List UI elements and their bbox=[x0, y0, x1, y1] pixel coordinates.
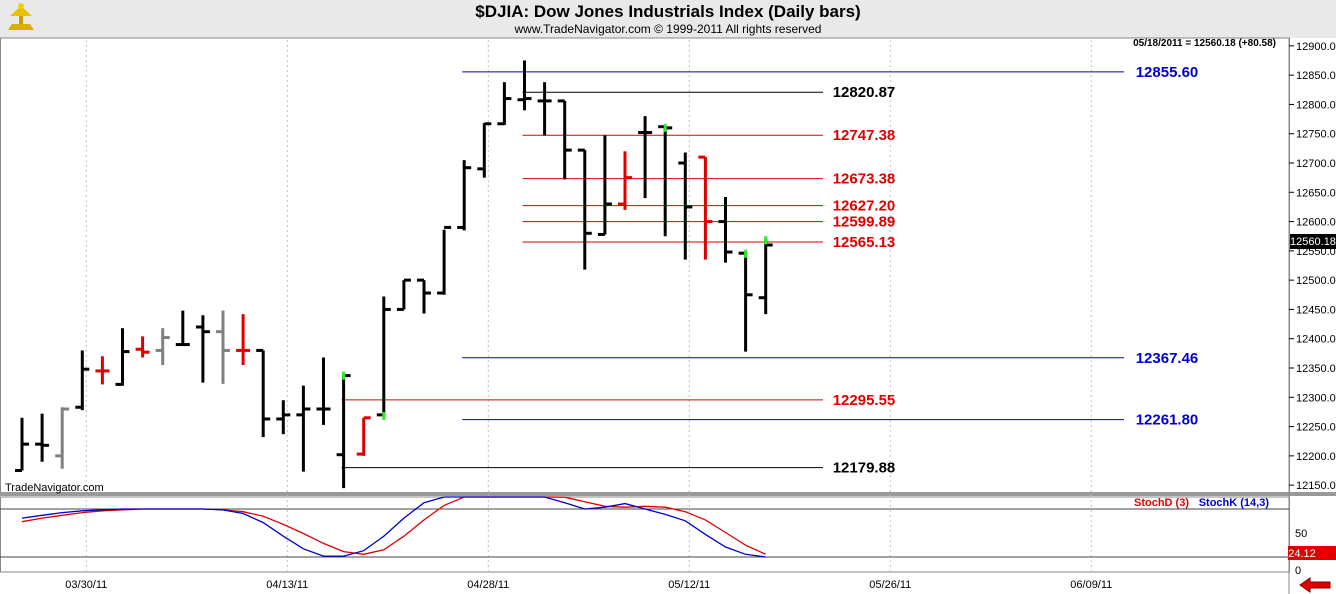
ohlc-bar bbox=[195, 315, 210, 383]
price-tick-label: 12400.00 bbox=[1296, 334, 1336, 346]
ohlc-bar bbox=[678, 152, 693, 260]
price-bars bbox=[15, 60, 773, 489]
ohlc-bar bbox=[115, 328, 130, 386]
ohlc-bar bbox=[557, 99, 572, 180]
price-tick-label: 12450.00 bbox=[1296, 304, 1336, 316]
level-label: 12673.38 bbox=[833, 171, 896, 188]
ohlc-bar bbox=[175, 310, 190, 347]
price-tick-label: 12150.00 bbox=[1296, 480, 1336, 492]
ohlc-bar bbox=[75, 350, 90, 411]
ohlc-bar bbox=[35, 413, 50, 462]
stoch-d-line bbox=[21, 496, 766, 555]
date-tick-label: 06/09/11 bbox=[1070, 579, 1112, 591]
stoch-k-legend: StochK (14,3) bbox=[1199, 497, 1270, 509]
ohlc-bar bbox=[537, 82, 552, 136]
ohlc-bar bbox=[276, 400, 291, 435]
current-price-label: 12560.18 bbox=[1290, 236, 1336, 248]
last-bar-info: 05/18/2011 = 12560.18 (+80.58) bbox=[1133, 38, 1276, 49]
ohlc-bar bbox=[376, 296, 391, 417]
ohlc-bar bbox=[256, 348, 271, 438]
date-axis: 03/30/11 04/13/11 04/28/11 05/12/11 05/26/11… bbox=[65, 579, 1112, 591]
price-tick-label: 12250.00 bbox=[1296, 422, 1336, 434]
ohlc-bar bbox=[135, 336, 150, 358]
date-tick-label: 05/12/11 bbox=[668, 579, 710, 591]
level-label: 12747.38 bbox=[833, 127, 896, 144]
stoch-tick-0: 0 bbox=[1295, 565, 1301, 577]
ohlc-bar bbox=[698, 155, 713, 260]
ohlc-bar bbox=[497, 82, 512, 126]
chart-header: $DJIA: Dow Jones Industrials Index (Dail… bbox=[0, 0, 1336, 38]
stoch-tick-50: 50 bbox=[1295, 528, 1307, 540]
ohlc-bar bbox=[517, 60, 532, 111]
price-tick-label: 12800.00 bbox=[1296, 99, 1336, 111]
level-label: 12599.89 bbox=[833, 214, 896, 231]
ohlc-bar bbox=[477, 122, 492, 178]
price-tick-label: 12350.00 bbox=[1296, 363, 1336, 375]
scroll-left-arrow-icon[interactable] bbox=[1298, 577, 1334, 593]
ohlc-bar bbox=[577, 148, 592, 270]
level-label: 12179.88 bbox=[833, 460, 896, 477]
level-label: 12367.46 bbox=[1136, 350, 1199, 367]
level-label: 12261.80 bbox=[1136, 412, 1199, 429]
price-tick-label: 12700.00 bbox=[1296, 158, 1336, 170]
level-label: 12565.13 bbox=[833, 234, 896, 251]
price-tick-label: 12900.00 bbox=[1296, 41, 1336, 53]
logo-icon bbox=[4, 2, 38, 34]
level-label: 12627.20 bbox=[833, 198, 896, 215]
chart-subtitle: www.TradeNavigator.com © 1999-2011 All r… bbox=[514, 22, 822, 36]
ohlc-bar bbox=[396, 278, 411, 311]
current-price-box bbox=[1290, 234, 1336, 249]
date-tick-label: 03/30/11 bbox=[65, 579, 107, 591]
ohlc-bar bbox=[417, 278, 431, 314]
ohlc-bar bbox=[15, 417, 29, 472]
stoch-value-box bbox=[1288, 546, 1336, 560]
stoch-k-line bbox=[21, 496, 766, 558]
level-lines: 12855.60 12820.87 12747.38 12673.38 12627.20… bbox=[341, 64, 1199, 477]
ohlc-bar bbox=[597, 135, 612, 236]
ohlc-bar bbox=[758, 239, 773, 315]
price-tick-label: 12500.00 bbox=[1296, 275, 1336, 287]
level-label: 12295.55 bbox=[833, 392, 896, 409]
price-tick-label: 12300.00 bbox=[1296, 392, 1336, 404]
watermark: TradeNavigator.com bbox=[5, 482, 104, 494]
price-tick-label: 12200.00 bbox=[1296, 451, 1336, 463]
date-tick-label: 04/13/11 bbox=[266, 579, 308, 591]
date-tick-label: 04/28/11 bbox=[467, 579, 509, 591]
ohlc-bar bbox=[457, 160, 472, 231]
ohlc-bar bbox=[738, 251, 753, 352]
ohlc-bar bbox=[618, 151, 632, 210]
level-label: 12820.87 bbox=[833, 84, 896, 101]
ohlc-bar bbox=[437, 225, 452, 295]
grid-lines bbox=[0, 37, 1336, 594]
level-label: 12855.60 bbox=[1136, 64, 1199, 81]
stoch-value-label: 24.12 bbox=[1288, 548, 1316, 560]
ohlc-bar bbox=[356, 416, 371, 456]
ohlc-bar bbox=[658, 125, 673, 237]
ohlc-bar bbox=[638, 116, 653, 199]
osc-panel-frame bbox=[0, 496, 1290, 573]
price-tick-label: 12850.00 bbox=[1296, 70, 1336, 82]
price-tick-label: 12600.00 bbox=[1296, 217, 1336, 229]
price-axis: 12150.00 12200.00 12250.00 12300.00 12350.00… bbox=[1289, 41, 1336, 492]
ohlc-bar bbox=[95, 356, 110, 385]
ohlc-bar bbox=[316, 357, 331, 425]
ohlc-bar bbox=[336, 374, 351, 489]
stochastic-panel bbox=[0, 496, 1289, 558]
chart-title: $DJIA: Dow Jones Industrials Index (Dail… bbox=[475, 2, 861, 21]
date-tick-label: 05/26/11 bbox=[869, 579, 911, 591]
price-tick-label: 12750.00 bbox=[1296, 129, 1336, 141]
ohlc-bar bbox=[55, 407, 70, 469]
price-panel-frame bbox=[0, 37, 1290, 494]
ohlc-bar bbox=[296, 385, 311, 472]
ohlc-bar bbox=[216, 310, 230, 384]
stoch-d-legend: StochD (3) bbox=[1134, 497, 1189, 509]
ohlc-bar bbox=[718, 196, 733, 263]
ohlc-bar bbox=[155, 328, 170, 366]
price-tick-label: 12650.00 bbox=[1296, 187, 1336, 199]
ohlc-bar bbox=[236, 314, 251, 366]
